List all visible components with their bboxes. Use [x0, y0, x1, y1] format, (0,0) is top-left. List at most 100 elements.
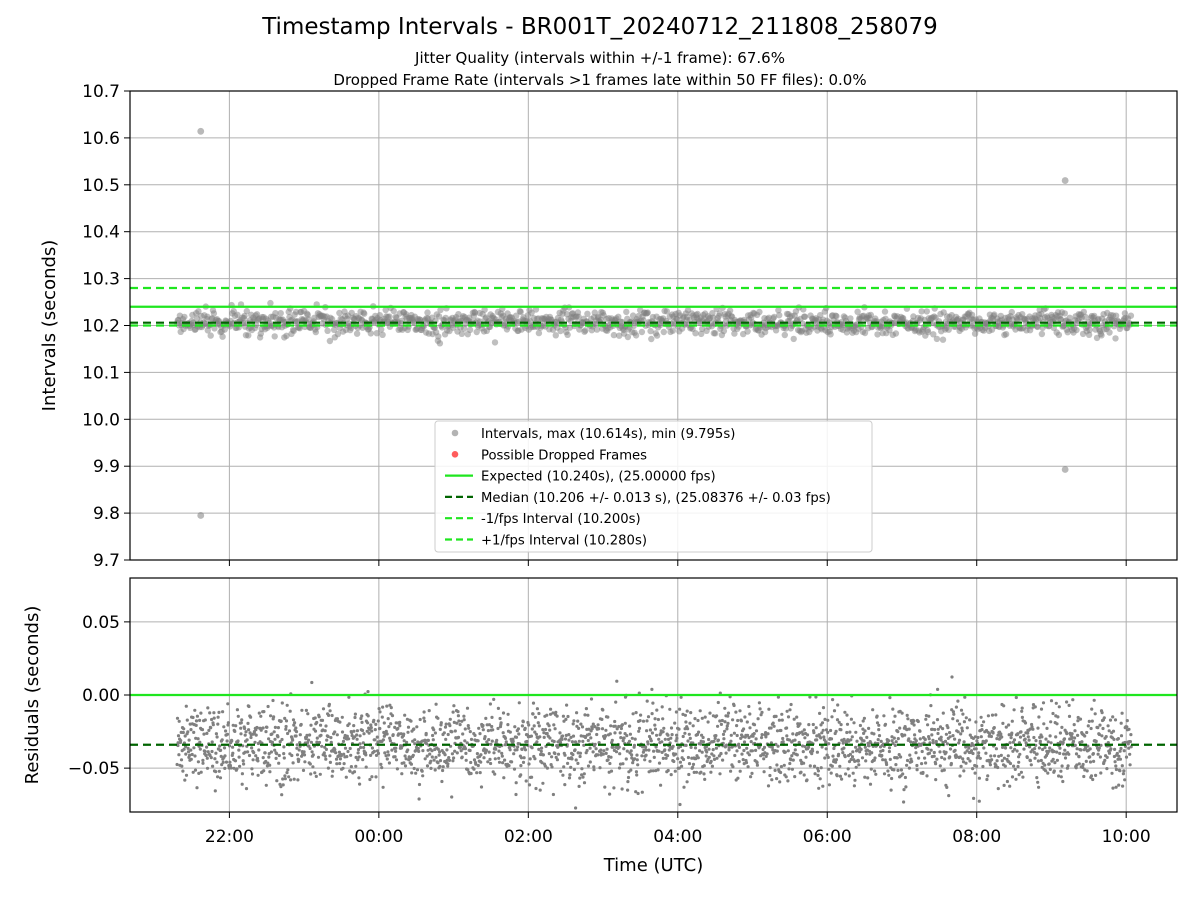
- residual-point: [370, 775, 374, 779]
- interval-point: [971, 330, 979, 337]
- residual-point: [924, 714, 929, 718]
- legend: Intervals, max (10.614s), min (9.795s)Po…: [434, 420, 873, 553]
- residual-point: [725, 724, 729, 728]
- residual-point: [369, 723, 373, 727]
- residual-point: [1098, 755, 1102, 759]
- residual-point: [925, 774, 929, 778]
- residual-point: [1094, 739, 1098, 743]
- residual-point: [805, 778, 809, 782]
- residual-point: [858, 750, 862, 754]
- residual-point: [222, 746, 227, 750]
- residual-point: [629, 768, 633, 772]
- residual-point: [905, 758, 910, 763]
- residual-point: [555, 714, 559, 718]
- interval-point: [930, 331, 937, 338]
- residual-point: [585, 748, 589, 753]
- residual-point: [385, 704, 389, 708]
- residual-point: [1061, 779, 1065, 784]
- residual-point: [276, 726, 280, 730]
- residual-point: [827, 783, 832, 787]
- residual-point: [871, 708, 875, 712]
- residual-point: [591, 750, 595, 754]
- residual-point: [664, 756, 668, 760]
- residual-point: [340, 730, 345, 734]
- residual-point: [224, 760, 229, 764]
- residual-point: [750, 771, 754, 776]
- residual-point: [190, 752, 194, 757]
- residual-point: [259, 714, 263, 718]
- residual-point: [718, 719, 722, 723]
- residual-point: [275, 752, 279, 756]
- residual-point: [288, 709, 292, 713]
- residual-point: [375, 749, 380, 753]
- residual-point: [285, 703, 289, 707]
- residual-point: [537, 724, 541, 728]
- residual-point: [278, 740, 282, 744]
- residual-point: [829, 771, 833, 775]
- residual-point: [845, 722, 850, 726]
- residual-point: [1015, 749, 1019, 753]
- residual-point: [277, 761, 281, 765]
- residual-point: [320, 718, 325, 723]
- residual-point: [629, 749, 633, 753]
- residual-point: [903, 733, 907, 737]
- residual-point: [879, 739, 883, 744]
- residual-point: [851, 771, 855, 775]
- residual-point: [279, 785, 283, 789]
- interval-point: [775, 307, 782, 314]
- residual-point: [977, 776, 982, 780]
- residual-point: [959, 764, 963, 769]
- interval-point: [528, 309, 535, 316]
- residual-point: [949, 761, 954, 766]
- residual-point: [860, 756, 865, 760]
- residual-point: [498, 716, 502, 721]
- interval-point: [517, 308, 524, 316]
- residual-point: [771, 721, 775, 725]
- residual-point: [1121, 772, 1125, 776]
- residual-point: [358, 734, 362, 738]
- residual-point: [701, 740, 706, 744]
- residual-point: [216, 722, 220, 726]
- residual-point: [240, 782, 244, 786]
- residual-point: [293, 721, 297, 725]
- residual-point: [194, 736, 198, 740]
- interval-point: [243, 307, 250, 315]
- residual-point: [1053, 761, 1057, 765]
- residual-point: [964, 716, 968, 720]
- residual-point: [660, 750, 664, 755]
- residual-point: [655, 708, 659, 712]
- residual-point: [437, 753, 441, 757]
- residual-point: [661, 717, 665, 721]
- residual-point: [537, 747, 541, 752]
- residual-point: [674, 710, 679, 714]
- residual-point: [648, 728, 653, 732]
- residual-point: [357, 755, 361, 759]
- residual-point: [558, 731, 562, 735]
- residual-point: [376, 740, 380, 744]
- residual-point: [317, 740, 322, 745]
- residual-point: [495, 738, 499, 743]
- residual-point: [721, 732, 726, 737]
- residual-point: [1076, 719, 1080, 723]
- residual-point: [1074, 752, 1079, 756]
- residual-point: [272, 715, 276, 719]
- residual-point: [628, 732, 633, 736]
- residual-point: [203, 749, 207, 754]
- residual-point: [309, 772, 313, 776]
- residual-point: [1066, 764, 1070, 768]
- interval-point: [632, 332, 640, 339]
- residual-point: [625, 734, 629, 738]
- interval-point: [712, 330, 719, 337]
- residual-point: [1040, 735, 1044, 739]
- residual-point: [577, 726, 581, 731]
- residual-point: [640, 754, 644, 758]
- residual-point: [311, 765, 315, 769]
- residual-point: [582, 781, 587, 785]
- residual-point: [1036, 780, 1040, 784]
- residual-point: [775, 777, 779, 781]
- residual-point: [971, 767, 975, 771]
- residual-point: [532, 724, 536, 728]
- residual-point: [1058, 751, 1062, 756]
- residual-point: [362, 732, 366, 736]
- residual-point: [579, 734, 583, 738]
